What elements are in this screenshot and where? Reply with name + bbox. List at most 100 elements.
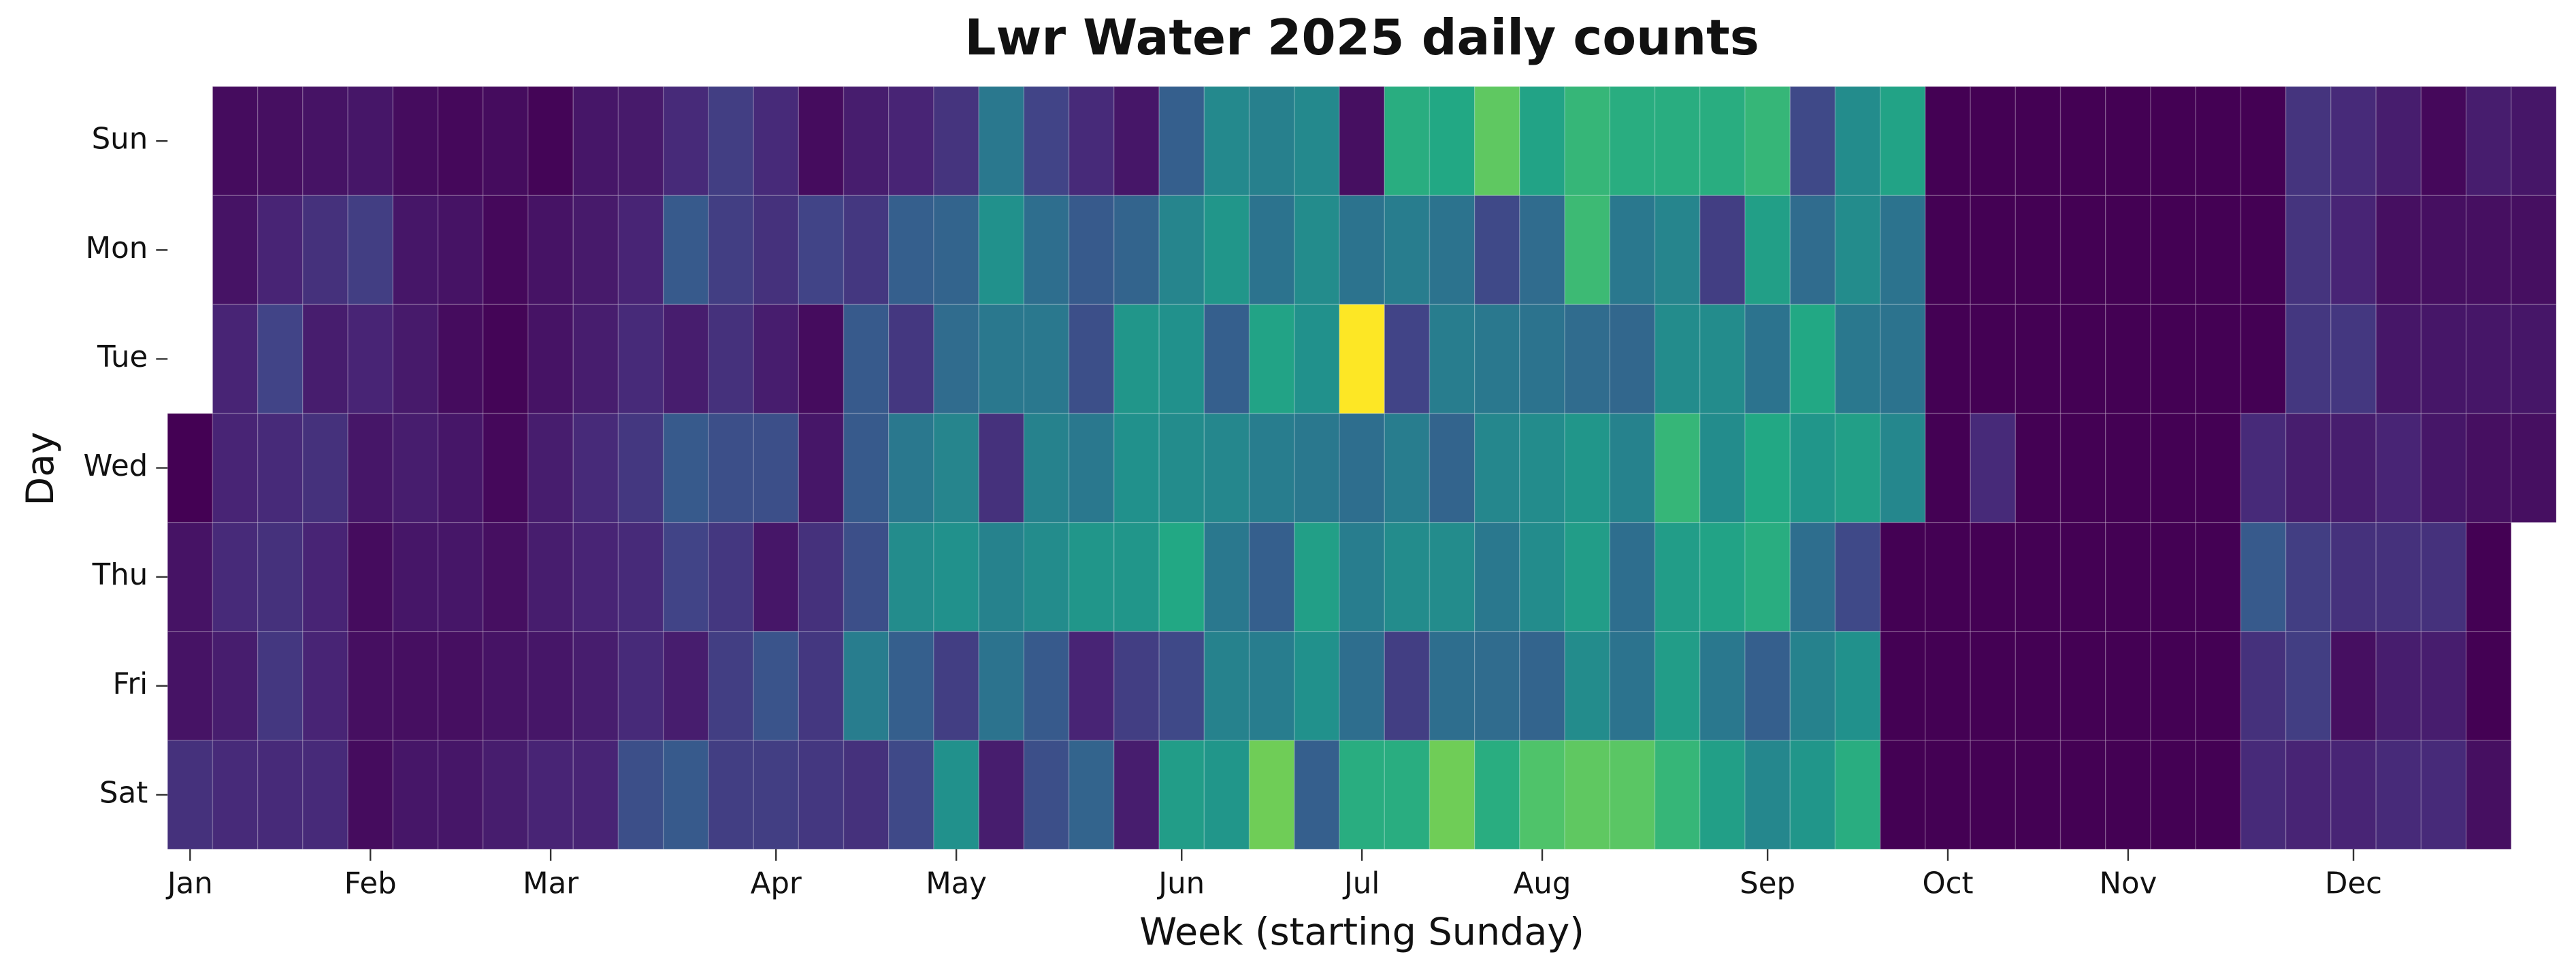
cell [2375, 304, 2422, 414]
cell [527, 412, 574, 523]
x-tick-label: Jul [1342, 866, 1380, 900]
cell [1654, 195, 1701, 306]
cell [2150, 412, 2196, 523]
cell [662, 304, 709, 414]
cell [2420, 631, 2467, 741]
cell [2285, 195, 2332, 306]
cell [392, 195, 439, 306]
cell [527, 740, 574, 850]
cell [617, 521, 664, 632]
x-tick-label: May [926, 866, 987, 900]
cell [1068, 412, 1115, 523]
x-tick-label: Apr [751, 866, 802, 900]
x-tick-label: Nov [2100, 866, 2157, 900]
cell [888, 195, 934, 306]
cell [1699, 304, 1746, 414]
cell [1339, 304, 1385, 414]
cell [1158, 631, 1205, 741]
cell [2420, 740, 2467, 850]
cell [843, 631, 890, 741]
cell [933, 304, 979, 414]
cell [2330, 631, 2377, 741]
cell [978, 86, 1025, 197]
x-tick-label: Dec [2325, 866, 2382, 900]
cell [1519, 521, 1565, 632]
cell [302, 521, 348, 632]
cell [1744, 412, 1791, 523]
cell [662, 195, 709, 306]
cell [1699, 740, 1746, 850]
cell [1203, 195, 1250, 306]
cell [1023, 740, 1070, 850]
cell [1519, 740, 1565, 850]
cell [1879, 631, 1926, 741]
cell [1879, 304, 1926, 414]
cell [1339, 740, 1385, 850]
cell [167, 412, 214, 523]
cell [1248, 740, 1295, 850]
cell [1970, 740, 2017, 850]
cell [483, 521, 529, 632]
cell [1654, 412, 1701, 523]
cell [798, 631, 845, 741]
cell [1970, 631, 2017, 741]
cell [483, 86, 529, 197]
cell [1699, 412, 1746, 523]
cell [888, 412, 934, 523]
cell [1113, 412, 1160, 523]
cell [1744, 740, 1791, 850]
y-tick-label: Fri [112, 667, 148, 701]
cell [302, 740, 348, 850]
cell [708, 86, 754, 197]
cell [1023, 86, 1070, 197]
cell [1654, 521, 1701, 632]
cell [2105, 86, 2151, 197]
cell [2059, 195, 2106, 306]
cell [1609, 521, 1656, 632]
y-tick-label: Wed [84, 449, 148, 483]
cell [302, 631, 348, 741]
cell [708, 631, 754, 741]
cell [2465, 740, 2512, 850]
cell [753, 412, 800, 523]
cell [1429, 195, 1476, 306]
cell [1473, 86, 1520, 197]
cell [437, 740, 484, 850]
cell [483, 195, 529, 306]
cell [2511, 86, 2557, 197]
cell [798, 86, 845, 197]
cell [2105, 412, 2151, 523]
cell [1339, 86, 1385, 197]
cell [1564, 740, 1611, 850]
cell [1384, 86, 1431, 197]
cell [1158, 304, 1205, 414]
cell [527, 86, 574, 197]
cell [978, 304, 1025, 414]
cell [1609, 195, 1656, 306]
cell [1834, 412, 1881, 523]
cell [437, 521, 484, 632]
cell [1879, 412, 1926, 523]
cell [167, 521, 214, 632]
cell [1609, 740, 1656, 850]
cell [753, 631, 800, 741]
cell [662, 631, 709, 741]
cell [1068, 304, 1115, 414]
cell [1429, 304, 1476, 414]
cell [1429, 86, 1476, 197]
cell [1609, 304, 1656, 414]
cell [708, 304, 754, 414]
cell [1744, 86, 1791, 197]
cell [1879, 521, 1926, 632]
cell [1834, 195, 1881, 306]
cell [392, 412, 439, 523]
cell [1339, 412, 1385, 523]
cell [1068, 740, 1115, 850]
cell [347, 631, 394, 741]
cell [1564, 412, 1611, 523]
cell [527, 631, 574, 741]
cell [1473, 195, 1520, 306]
cell [617, 412, 664, 523]
cell [2015, 740, 2061, 850]
cell [2375, 86, 2422, 197]
